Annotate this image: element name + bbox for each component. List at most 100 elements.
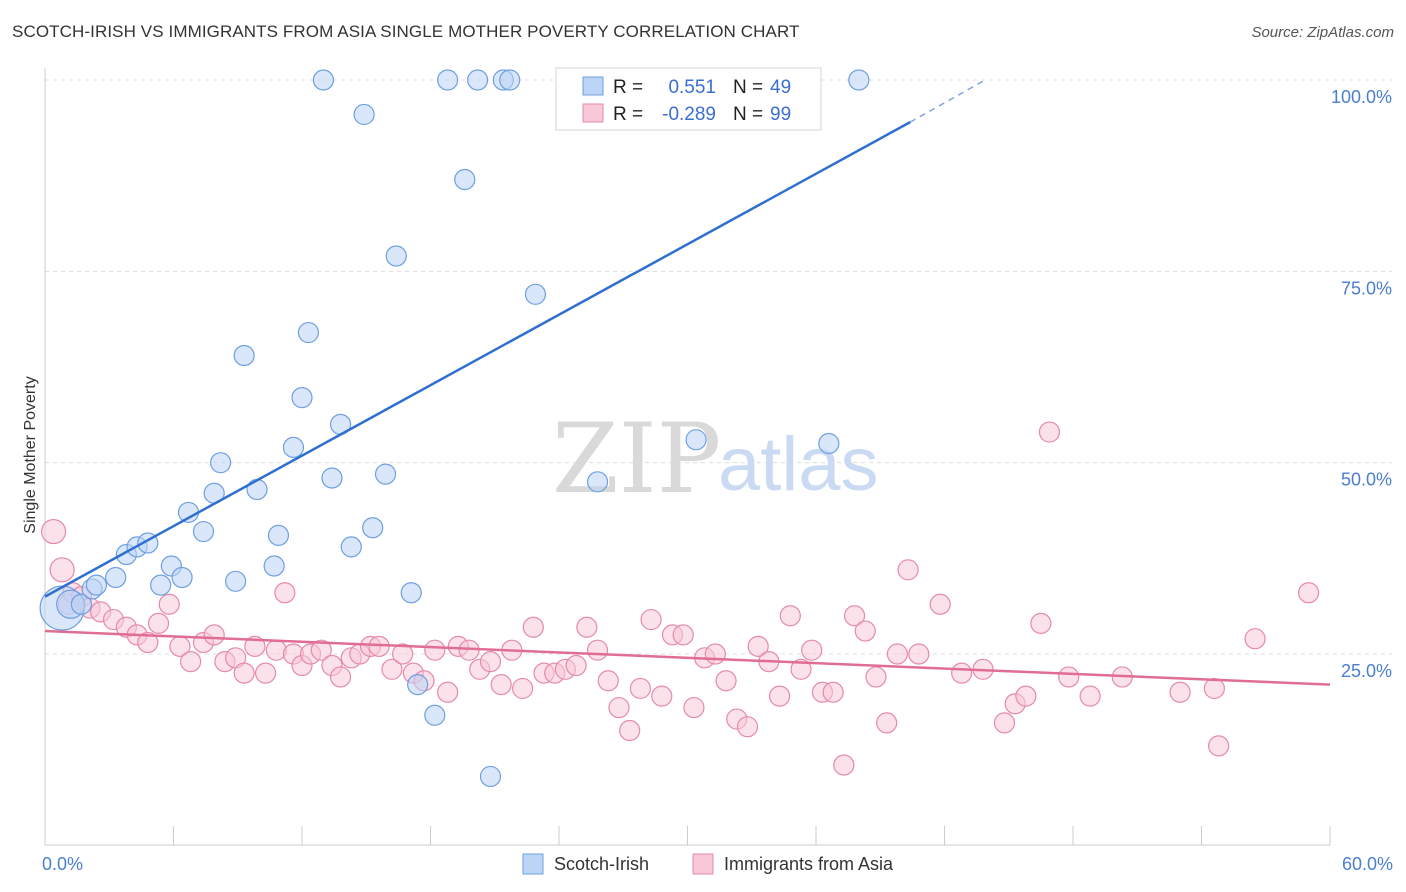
data-point [1169, 681, 1191, 703]
data-point [192, 520, 215, 543]
x-tick-label: 0.0% [42, 854, 83, 874]
data-point [672, 624, 694, 646]
data-point [329, 666, 352, 688]
data-point [105, 566, 127, 589]
data-point [768, 685, 791, 707]
data-point [929, 593, 951, 615]
bottom-legend-label-scotch-irish: Scotch-Irish [554, 854, 649, 874]
data-point [437, 681, 459, 703]
data-point [40, 518, 67, 545]
chart-title: SCOTCH-IRISH VS IMMIGRANTS FROM ASIA SIN… [12, 22, 800, 41]
data-point [312, 69, 335, 91]
tick-labels: 25.0% 50.0% 75.0% 100.0% 0.0% 60.0% [42, 87, 1393, 874]
legend-swatch-scotch-irish [582, 76, 604, 96]
data-point [454, 168, 476, 191]
data-point [685, 429, 707, 451]
data-point [70, 593, 93, 615]
legend-r-label-2: R = [613, 104, 643, 125]
x-tick-label: 60.0% [1342, 854, 1393, 874]
data-point [203, 624, 225, 646]
y-tick-label: 100.0% [1331, 87, 1392, 107]
axes [44, 68, 1331, 846]
data-point [1058, 666, 1080, 688]
data-point [886, 643, 908, 665]
data-point [951, 662, 973, 684]
bottom-legend: Scotch-Irish Immigrants from Asia [522, 853, 894, 875]
y-axis-title: Single Mother Poverty [22, 376, 39, 533]
bottom-legend-swatch-immigrants-asia [692, 853, 714, 875]
data-point [321, 467, 343, 489]
data-point [158, 593, 180, 615]
data-point [171, 566, 193, 589]
data-point [424, 704, 446, 726]
data-point [897, 559, 919, 581]
data-point [1297, 582, 1320, 604]
y-tick-label: 25.0% [1341, 661, 1392, 681]
data-point [297, 321, 320, 344]
data-point [244, 635, 266, 657]
data-point [246, 478, 268, 501]
data-point [353, 103, 375, 126]
legend-swatch-immigrants-asia [582, 103, 604, 123]
data-point [225, 570, 247, 592]
data-point [265, 639, 287, 661]
data-point [479, 765, 502, 788]
data-point [848, 69, 870, 91]
data-point [640, 608, 662, 631]
data-point [790, 658, 812, 680]
trend-lines [44, 79, 1331, 686]
data-point [291, 387, 313, 409]
data-point [392, 643, 414, 665]
data-point [524, 283, 547, 305]
grid-lines [45, 79, 1392, 655]
legend-n-label-2: N = [733, 104, 763, 125]
data-point [522, 616, 544, 638]
data-point [340, 536, 362, 558]
data-point [467, 69, 489, 91]
data-point [651, 685, 673, 707]
legend-n-label-1: N = [733, 77, 763, 98]
data-points [39, 69, 1320, 788]
watermark-atlas: atlas [718, 422, 879, 507]
data-point [177, 501, 200, 524]
data-point [511, 677, 534, 700]
data-point [876, 712, 898, 734]
legend-n-value-2: 99 [770, 104, 791, 125]
data-point [385, 245, 407, 267]
data-point [407, 674, 429, 696]
legend-r-label-1: R = [613, 77, 643, 98]
source-credit: Source: ZipAtlas.com [1251, 24, 1394, 41]
data-point [1079, 685, 1101, 707]
data-point [608, 696, 630, 719]
data-point [843, 605, 866, 627]
data-point [704, 643, 726, 665]
legend-n-value-1: 49 [770, 77, 791, 98]
data-point [267, 524, 290, 546]
data-point [822, 681, 844, 703]
data-point [801, 639, 823, 661]
data-point [1203, 677, 1225, 700]
data-point [210, 452, 232, 474]
data-point [619, 719, 641, 742]
data-point [263, 555, 285, 577]
data-point [779, 605, 801, 627]
data-point [736, 716, 759, 738]
data-point [233, 344, 255, 367]
data-point [908, 643, 930, 665]
data-point [424, 639, 446, 661]
data-point [374, 463, 397, 485]
legend-r-value-2: -0.289 [662, 104, 716, 125]
data-point [233, 662, 255, 684]
data-point [818, 432, 840, 455]
data-point [400, 582, 422, 604]
data-point [180, 651, 202, 673]
data-point [833, 754, 855, 776]
data-point [85, 574, 108, 596]
y-tick-label: 75.0% [1341, 278, 1392, 298]
data-point [274, 582, 296, 604]
data-point [576, 616, 598, 638]
data-point [1030, 612, 1052, 634]
bottom-legend-swatch-scotch-irish [522, 853, 544, 875]
trendline-immigrants-asia [44, 629, 1331, 686]
data-point [499, 69, 521, 91]
